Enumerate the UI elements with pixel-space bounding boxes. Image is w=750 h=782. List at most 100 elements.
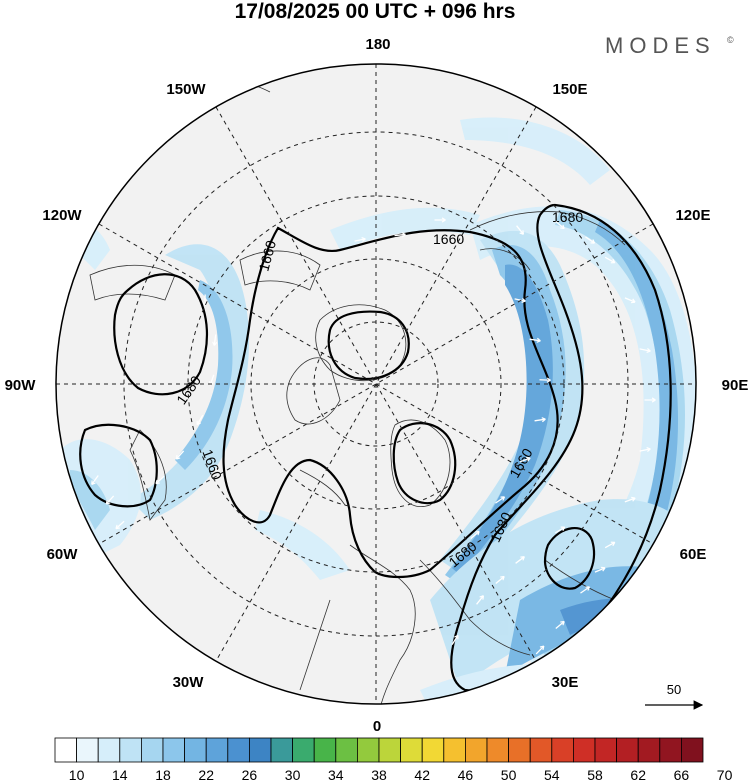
- wind-arrow: [495, 575, 505, 585]
- wind-arrow-head: [401, 232, 406, 238]
- lon-label-90e: 90E: [722, 377, 749, 394]
- colorbar-swatch: [227, 737, 250, 763]
- colorbar-tick-label: 42: [414, 767, 430, 782]
- wind-arrow: [91, 475, 99, 485]
- wind-arrow: [604, 541, 616, 549]
- wind-arrow-head: [361, 237, 366, 243]
- colorbar-swatch: [313, 737, 337, 763]
- wind-arrow: [534, 418, 546, 422]
- wind-arrow: [664, 598, 676, 602]
- wind-arrow-head: [601, 566, 606, 572]
- wind-arrow-head: [585, 586, 591, 591]
- wind-arrow-head: [91, 480, 96, 485]
- wind-arrow: [624, 297, 636, 303]
- wind-arrow-head: [175, 455, 181, 460]
- wind-arrow-head: [671, 597, 676, 603]
- wind-arrow: [554, 526, 566, 534]
- wind-arrow: [175, 450, 185, 460]
- wind-arrow: [639, 348, 651, 352]
- colorbar-tick-label: 26: [242, 767, 258, 782]
- wind-arrow-head: [546, 377, 551, 383]
- colorbar-swatch: [486, 737, 510, 763]
- wind-arrow: [624, 497, 636, 503]
- wind-arrow-head: [590, 239, 596, 244]
- wind-arrow: [594, 567, 606, 573]
- wind-arrow: [555, 620, 565, 630]
- colorbar-swatch: [637, 737, 661, 763]
- wind-arrow: [354, 238, 366, 242]
- wind-arrow: [516, 225, 524, 235]
- reference-vector: 50: [645, 682, 704, 710]
- wind-arrow-head: [479, 595, 485, 600]
- colorbar-swatch: [659, 737, 682, 763]
- wind-arrow-head: [539, 645, 545, 651]
- colorbar-swatch: [184, 737, 207, 763]
- wind-arrow: [634, 587, 646, 593]
- colorbar: 10 14 18 22 26 30 34 38 42 46 50 54 58 62 66 70: [54, 737, 733, 782]
- colorbar-swatch: [205, 737, 229, 763]
- colorbar-swatch: [76, 737, 99, 763]
- colorbar-swatch: [140, 737, 164, 763]
- colorbar-tick-label: 54: [544, 767, 560, 782]
- contour-labels: 1660 1680 1660 1680 1660 1680 1660 1680: [173, 209, 583, 570]
- colorbar-tick-label: 34: [328, 767, 344, 782]
- colorbar-swatch: [529, 737, 553, 763]
- brand-copyright-mark: ©: [727, 35, 734, 45]
- wind-arrow: [196, 414, 204, 426]
- wind-arrow-head: [441, 217, 446, 223]
- wind-arrow-head: [155, 479, 160, 485]
- colorbar-swatch: [270, 737, 294, 763]
- colorbar-swatch: [616, 737, 639, 763]
- wind-arrow: [451, 635, 459, 645]
- wind-arrow-head: [631, 298, 636, 304]
- lon-label-90w: 90W: [5, 377, 37, 394]
- contour-label: 1660: [255, 238, 279, 272]
- colorbar-tick-label: 14: [112, 767, 128, 782]
- wind-arrow: [529, 338, 541, 342]
- wind-arrow: [659, 557, 671, 563]
- lon-label-150w: 150W: [166, 81, 206, 98]
- wind-arrow-head: [560, 620, 565, 626]
- height-contours: [79, 203, 672, 692]
- wind-arrow: [470, 530, 480, 540]
- colorbar-swatch: [378, 737, 402, 763]
- wind-arrow-head: [500, 496, 506, 501]
- colorbar-tick-label: 22: [198, 767, 214, 782]
- wind-arrow-head: [560, 526, 566, 531]
- colorbar-swatch: [421, 737, 445, 763]
- wind-arrow: [519, 457, 531, 463]
- lon-label-60e: 60E: [680, 546, 707, 563]
- wind-arrow: [115, 520, 125, 530]
- wind-arrow: [515, 556, 525, 564]
- longitude-labels: 180 150E 120E 90E 60E 30E 0 30W 60W 90W …: [5, 36, 749, 735]
- brand-logo: MODES: [605, 33, 716, 58]
- colorbar-tick-label: 70: [717, 767, 733, 782]
- lon-label-150e: 150E: [552, 81, 587, 98]
- wind-arrow-head: [196, 420, 202, 426]
- colorbar-tick-label: 30: [285, 767, 301, 782]
- map-title: 17/08/2025 00 UTC + 096 hrs: [235, 0, 516, 23]
- colorbar-tick-label: 38: [371, 767, 387, 782]
- wind-arrow: [539, 379, 551, 381]
- wind-arrow-head: [105, 500, 111, 505]
- colorbar-swatch: [162, 737, 186, 763]
- contour-label: 1660: [433, 231, 464, 247]
- wind-arrow-head: [212, 341, 218, 346]
- wind-arrow-head: [520, 556, 525, 561]
- colorbar-tick-label: 66: [674, 767, 690, 782]
- wind-arrow-head: [526, 456, 531, 462]
- colorbar-swatch: [97, 737, 121, 763]
- colorbar-swatch: [335, 737, 358, 763]
- colorbar-swatch: [400, 737, 423, 763]
- wind-arrow-head: [646, 347, 651, 353]
- wind-arrow-head: [641, 586, 646, 592]
- colorbar-swatch: [54, 737, 78, 763]
- wind-arrow-head: [681, 516, 686, 522]
- lon-label-120w: 120W: [42, 207, 82, 224]
- wind-arrow-head: [115, 524, 120, 530]
- colorbar-tick-label: 10: [69, 767, 85, 782]
- wind-arrow: [155, 475, 165, 485]
- wind-arrow: [639, 448, 651, 452]
- wind-arrow-head: [536, 337, 541, 343]
